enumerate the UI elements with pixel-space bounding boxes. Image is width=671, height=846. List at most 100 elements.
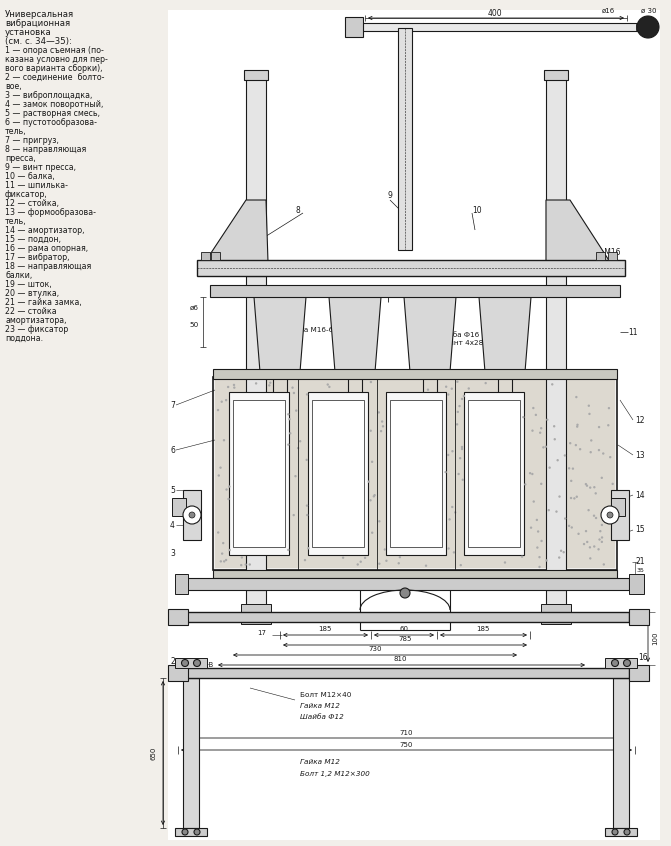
Polygon shape — [205, 200, 268, 262]
Circle shape — [269, 382, 272, 384]
Circle shape — [227, 497, 229, 500]
Circle shape — [593, 486, 596, 488]
Bar — [172, 498, 186, 516]
Circle shape — [381, 420, 383, 423]
Text: Болт М12×40: Болт М12×40 — [300, 692, 352, 698]
Text: тель,: тель, — [5, 127, 27, 136]
Circle shape — [222, 542, 224, 544]
Bar — [611, 490, 629, 540]
Circle shape — [538, 566, 541, 569]
Bar — [636, 24, 648, 30]
Circle shape — [456, 381, 458, 383]
Circle shape — [248, 563, 251, 566]
Circle shape — [217, 475, 220, 476]
Circle shape — [456, 423, 458, 426]
Circle shape — [306, 514, 309, 516]
Text: Болт 1,2 М12×300: Болт 1,2 М12×300 — [300, 771, 370, 777]
Text: казана условно для пер-: казана условно для пер- — [5, 55, 108, 64]
Circle shape — [572, 468, 574, 470]
Bar — [608, 252, 617, 260]
Text: 15 — поддон,: 15 — поддон, — [5, 235, 61, 244]
Text: Шайба Ф12: Шайба Ф12 — [300, 714, 344, 720]
Circle shape — [233, 387, 236, 389]
Text: 12 — стойка,: 12 — стойка, — [5, 199, 59, 208]
Circle shape — [573, 497, 576, 500]
Circle shape — [602, 453, 605, 454]
Circle shape — [328, 386, 331, 388]
Circle shape — [295, 409, 297, 412]
Circle shape — [364, 557, 366, 559]
Bar — [345, 17, 363, 37]
Circle shape — [585, 530, 587, 532]
Circle shape — [225, 488, 227, 491]
Bar — [183, 612, 629, 622]
Circle shape — [307, 547, 309, 549]
Circle shape — [368, 481, 370, 483]
Text: Б: Б — [385, 284, 391, 294]
Circle shape — [546, 419, 548, 421]
Bar — [213, 377, 617, 570]
Text: ø16: ø16 — [601, 8, 615, 14]
Circle shape — [287, 443, 290, 446]
Circle shape — [181, 660, 189, 667]
Circle shape — [522, 416, 525, 419]
Text: 23 — фиксатор: 23 — фиксатор — [5, 325, 68, 334]
Text: 16: 16 — [638, 652, 648, 662]
Circle shape — [590, 439, 592, 442]
Circle shape — [574, 444, 577, 447]
Circle shape — [458, 405, 461, 407]
Circle shape — [562, 551, 565, 553]
Text: 14 — амортизатор,: 14 — амортизатор, — [5, 226, 85, 235]
Text: 1 — опора съемная (по-: 1 — опора съемная (по- — [5, 46, 104, 55]
Text: 19 — шток,: 19 — шток, — [5, 280, 52, 289]
Circle shape — [542, 446, 545, 448]
Circle shape — [611, 483, 614, 485]
Circle shape — [583, 543, 585, 546]
Circle shape — [570, 497, 572, 499]
Circle shape — [601, 524, 603, 526]
Circle shape — [568, 525, 570, 527]
Circle shape — [531, 473, 533, 475]
Circle shape — [461, 446, 463, 448]
Text: ø 30: ø 30 — [641, 8, 657, 14]
Circle shape — [463, 395, 465, 397]
Text: 2 — соединение  болто-: 2 — соединение болто- — [5, 73, 105, 82]
Text: амортизатора,: амортизатора, — [5, 316, 66, 325]
Bar — [233, 400, 285, 547]
Circle shape — [588, 413, 590, 415]
Circle shape — [380, 430, 382, 432]
Circle shape — [183, 506, 201, 524]
Circle shape — [378, 563, 380, 565]
Circle shape — [305, 459, 308, 461]
Circle shape — [468, 387, 470, 390]
Circle shape — [306, 504, 308, 507]
Bar — [175, 574, 188, 594]
Bar — [215, 379, 615, 568]
Text: тель,: тель, — [5, 217, 27, 226]
Bar — [312, 400, 364, 547]
Circle shape — [586, 485, 588, 487]
Text: Гайка М16: Гайка М16 — [578, 248, 620, 256]
Text: 400: 400 — [488, 8, 503, 18]
Circle shape — [306, 393, 308, 396]
Circle shape — [244, 563, 247, 566]
Bar — [546, 78, 566, 262]
Bar — [183, 678, 199, 828]
Circle shape — [589, 486, 591, 489]
Text: 17: 17 — [258, 630, 266, 636]
Circle shape — [372, 495, 375, 497]
Bar — [175, 658, 207, 668]
Text: 21: 21 — [635, 558, 645, 567]
Bar — [168, 10, 660, 840]
Circle shape — [587, 509, 590, 511]
Circle shape — [540, 427, 542, 430]
Text: вибрационная: вибрационная — [5, 19, 70, 28]
Circle shape — [448, 519, 451, 520]
Circle shape — [462, 479, 464, 481]
Text: 11 — шпилька-: 11 — шпилька- — [5, 181, 68, 190]
Bar — [629, 574, 644, 594]
Bar — [468, 400, 520, 547]
Circle shape — [369, 499, 372, 502]
Circle shape — [595, 517, 597, 519]
Text: 650: 650 — [150, 746, 156, 760]
